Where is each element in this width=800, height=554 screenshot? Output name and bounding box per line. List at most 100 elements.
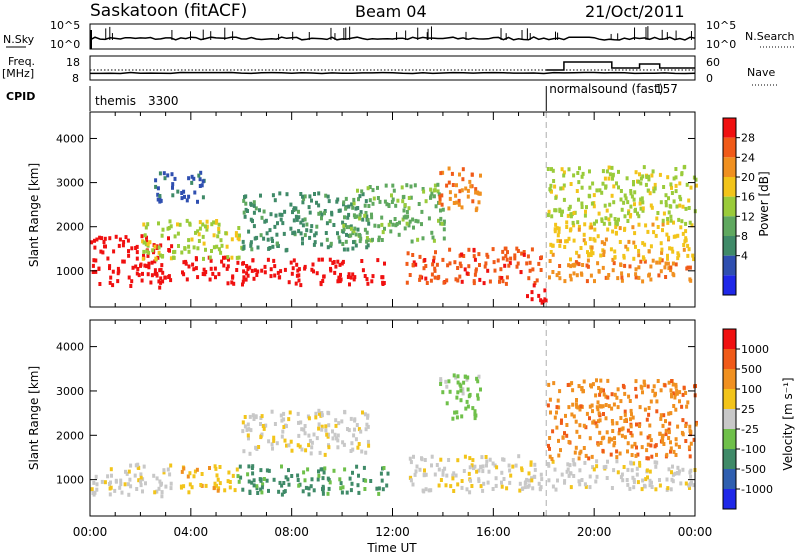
- heatmap-cell: [527, 471, 531, 476]
- heatmap-cell: [653, 444, 657, 449]
- heatmap-cell: [513, 256, 517, 261]
- heatmap-cell: [625, 176, 629, 181]
- heatmap-cell: [491, 487, 495, 491]
- heatmap-cell: [100, 479, 104, 484]
- heatmap-cell: [235, 467, 239, 472]
- heatmap-cell: [676, 256, 680, 261]
- heatmap-cell: [667, 266, 671, 271]
- heatmap-cell: [362, 478, 366, 483]
- heatmap-cell: [476, 393, 480, 398]
- heatmap-cell: [590, 454, 594, 459]
- heatmap-cell: [606, 378, 610, 383]
- heatmap-cell: [441, 170, 445, 175]
- heatmap-cell: [312, 269, 315, 274]
- heatmap-cell: [650, 454, 654, 459]
- heatmap-cell: [555, 425, 559, 430]
- heatmap-cell: [266, 257, 270, 262]
- heatmap-cell: [550, 457, 554, 461]
- heatmap-cell: [662, 185, 666, 189]
- heatmap-cell: [196, 199, 199, 204]
- heatmap-cell: [595, 424, 599, 429]
- heatmap-cell: [599, 378, 603, 383]
- heatmap-cell: [209, 258, 213, 263]
- heatmap-cell: [460, 485, 464, 490]
- heatmap-cell: [119, 482, 123, 487]
- heatmap-cell: [212, 486, 216, 491]
- heatmap-cell: [638, 405, 642, 410]
- heatmap-cell: [569, 212, 573, 217]
- heatmap-cell: [431, 262, 435, 267]
- heatmap-cell: [614, 221, 618, 226]
- time-tick-label: 12:00: [375, 525, 410, 539]
- heatmap-cell: [659, 200, 663, 205]
- heatmap-cell: [121, 243, 125, 248]
- heatmap-cell: [569, 485, 573, 490]
- heatmap-cell: [95, 237, 99, 242]
- heatmap-cell: [160, 494, 164, 499]
- heatmap-cell: [111, 283, 115, 288]
- heatmap-cell: [307, 416, 311, 421]
- heatmap-cell: [192, 245, 196, 250]
- heatmap-cell: [456, 390, 460, 395]
- heatmap-cell: [204, 270, 208, 274]
- heatmap-cell: [456, 380, 460, 385]
- heatmap-cell: [467, 247, 471, 252]
- heatmap-cell: [570, 412, 574, 417]
- heatmap-cell: [122, 240, 126, 244]
- nsky-tick-top: 10^5: [50, 19, 80, 32]
- heatmap-cell: [285, 443, 288, 448]
- heatmap-cell: [169, 278, 173, 283]
- heatmap-cell: [352, 277, 356, 282]
- heatmap-cell: [237, 237, 241, 242]
- heatmap-cell: [357, 427, 361, 432]
- heatmap-cell: [442, 280, 446, 285]
- heatmap-cell: [626, 441, 630, 446]
- heatmap-cell: [447, 379, 451, 384]
- heatmap-cell: [380, 478, 384, 483]
- heatmap-cell: [283, 209, 287, 214]
- heatmap-cell: [285, 192, 289, 197]
- heatmap-cell: [297, 278, 301, 283]
- heatmap-cell: [554, 208, 558, 213]
- heatmap-cell: [262, 236, 266, 241]
- heatmap-cell: [570, 381, 574, 386]
- heatmap-cell: [144, 242, 148, 247]
- heatmap-cell: [171, 185, 174, 190]
- heatmap-cell: [276, 221, 279, 226]
- heatmap-cell: [614, 225, 618, 229]
- heatmap-cell: [664, 193, 668, 198]
- heatmap-cell: [562, 197, 566, 202]
- heatmap-cell: [638, 460, 642, 465]
- heatmap-cell: [500, 470, 504, 475]
- heatmap-cell: [539, 268, 543, 272]
- colorbar-swatch: [723, 449, 736, 469]
- heatmap-cell: [564, 239, 568, 244]
- heatmap-cell: [599, 441, 603, 445]
- heatmap-cell: [357, 490, 361, 495]
- heatmap-cell: [338, 239, 342, 244]
- heatmap-cell: [653, 186, 657, 191]
- heatmap-cell: [605, 169, 609, 174]
- heatmap-cell: [598, 392, 602, 397]
- heatmap-cell: [657, 273, 661, 278]
- heatmap-cell: [346, 247, 350, 252]
- heatmap-cell: [661, 218, 665, 223]
- heatmap-cell: [583, 222, 587, 227]
- heatmap-cell: [185, 198, 189, 203]
- heatmap-cell: [461, 177, 465, 182]
- heatmap-cell: [639, 384, 643, 389]
- heatmap-cell: [448, 247, 452, 252]
- heatmap-cell: [251, 471, 255, 476]
- heatmap-cell: [300, 427, 304, 432]
- heatmap-cell: [587, 456, 591, 461]
- heatmap-cell: [383, 199, 387, 204]
- heatmap-cell: [454, 375, 458, 380]
- heatmap-cell: [297, 483, 301, 488]
- heatmap-cell: [651, 222, 655, 227]
- heatmap-cell: [475, 206, 479, 211]
- heatmap-cell: [362, 465, 366, 470]
- heatmap-cell: [527, 483, 531, 488]
- heatmap-cell: [608, 221, 612, 226]
- heatmap-cell: [109, 485, 113, 490]
- heatmap-cell: [310, 224, 314, 229]
